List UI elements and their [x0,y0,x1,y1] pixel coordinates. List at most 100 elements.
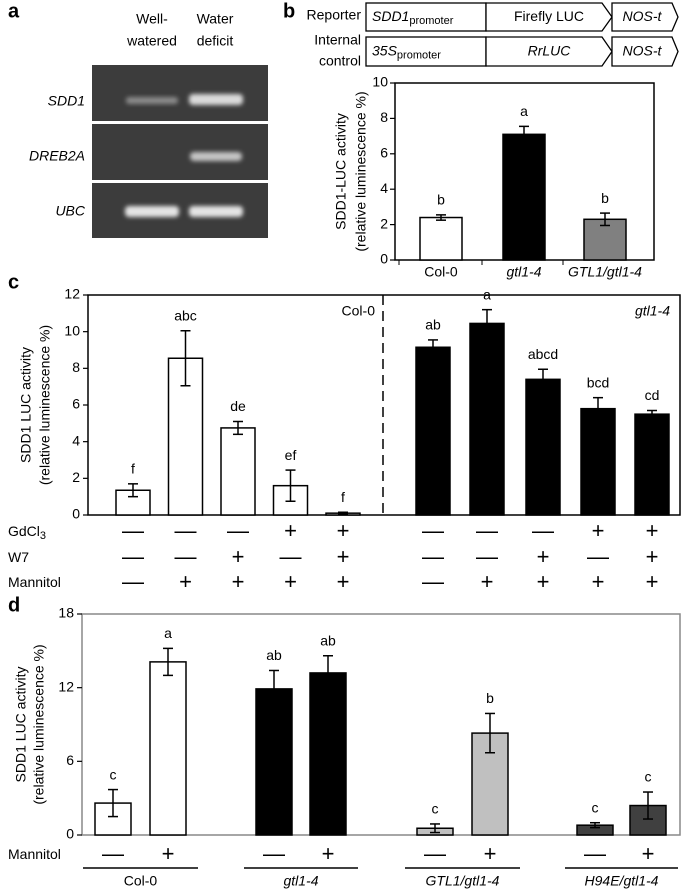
treatment-sign: — [227,518,249,543]
x-tick-label: gtl1-4 [506,264,541,280]
treatment-name: Mannitol [8,846,61,862]
bar [525,378,561,516]
error-bar [128,483,138,498]
error-bar [108,788,118,818]
construct-name: NOS-t [623,42,663,58]
treatment-sign: — [122,518,144,543]
significance-letter: b [437,192,445,208]
significance-letter: c [645,769,652,785]
y-tick-label: 0 [380,251,388,267]
group-label: H94E/gtl1-4 [585,873,659,889]
treatment-sign: — [122,544,144,569]
significance-letter: abcd [528,346,558,362]
significance-letter: b [486,690,494,706]
construct-label: Reporter [307,7,362,23]
lane-label: Well- [136,11,168,27]
treatment-sign: — [102,841,124,866]
treatment-sign: + [646,518,659,543]
treatment-sign: + [646,544,659,569]
treatment-sign: — [422,569,444,594]
bar [149,661,187,836]
treatment-sign: + [642,841,655,866]
treatment-label: Mannitol [8,574,61,590]
error-bar [600,212,610,227]
treatment-name: Mannitol [8,574,61,590]
treatment-sign: — [263,841,285,866]
treatment-sign: + [179,569,192,594]
gene-label: SDD1 [48,93,85,109]
error-bar [163,647,173,677]
significance-letter: c [110,766,117,782]
error-bar [485,712,495,754]
x-tick-label: Col-0 [424,264,458,280]
panel-label: a [8,0,20,22]
error-bar [180,330,191,387]
construct-label: control [319,53,361,69]
construct-label: Internal [314,32,361,48]
error-bar [519,125,529,144]
y-tick-label: 2 [380,215,388,231]
error-bar [233,420,243,436]
treatment-sign: + [646,569,659,594]
series-label: Col-0 [342,303,376,319]
significance-letter: ab [425,317,441,333]
construct-name: 35S [372,42,398,58]
significance-letter: b [601,190,609,206]
treatment-sign: — [532,518,554,543]
treatment-sign: — [476,544,498,569]
treatment-sign: + [481,569,494,594]
error-bar [593,396,603,421]
construct-name: SDD1 [372,8,409,24]
lane-label: watered [126,33,177,49]
treatment-sign: — [422,544,444,569]
gene-box [485,2,613,32]
y-axis-label: SDD1 LUC activity [18,347,34,463]
treatment-sign: — [422,518,444,543]
promoter-box [365,2,487,32]
group-label: gtl1-4 [283,873,318,889]
y-axis-label: SDD1 LUC activity [13,667,29,783]
treatment-sign: + [284,518,297,543]
lane-label: deficit [197,33,234,49]
significance-letter: ab [266,647,282,663]
error-bar [590,821,600,829]
error-bar [430,823,440,834]
bar [469,322,505,516]
y-tick-label: 4 [380,180,388,196]
y-tick-label: 4 [72,432,80,448]
treatment-sign: — [476,518,498,543]
significance-letter: ab [320,632,336,648]
construct-sub: promoter [397,49,441,61]
gene-label: DREB2A [29,148,85,164]
construct-text: Firefly LUC [514,8,584,24]
construct-text: NOS-t [623,8,663,24]
series-label: gtl1-4 [635,303,670,319]
error-bar [285,469,296,502]
y-tick-label: 6 [72,396,80,412]
treatment-sign: + [537,569,550,594]
y-tick-label: 12 [64,286,80,302]
significance-letter: bcd [587,374,610,390]
construct-sub: promoter [409,15,453,27]
treatment-label: Mannitol [8,846,61,862]
error-bar [643,791,653,820]
panel-label: d [8,594,20,616]
panel-label: c [8,271,19,293]
significance-letter: ef [285,447,297,463]
gel-image [92,65,268,238]
treatment-name: W7 [8,549,29,565]
treatment-sign: — [587,544,609,569]
treatment-sign: — [280,544,302,569]
treatment-sign: — [424,841,446,866]
error-bar [269,669,279,709]
error-bar [482,308,492,338]
construct-text: NOS-t [623,42,663,58]
y-tick-label: 10 [372,74,388,90]
y-tick-label: 0 [66,826,74,842]
y-axis-label: (relative luminescence %) [31,644,47,804]
construct-name: Firefly LUC [514,8,584,24]
y-axis-label: (relative luminescence %) [37,325,53,485]
treatment-name: GdCl [8,523,40,539]
error-bar [538,368,548,391]
